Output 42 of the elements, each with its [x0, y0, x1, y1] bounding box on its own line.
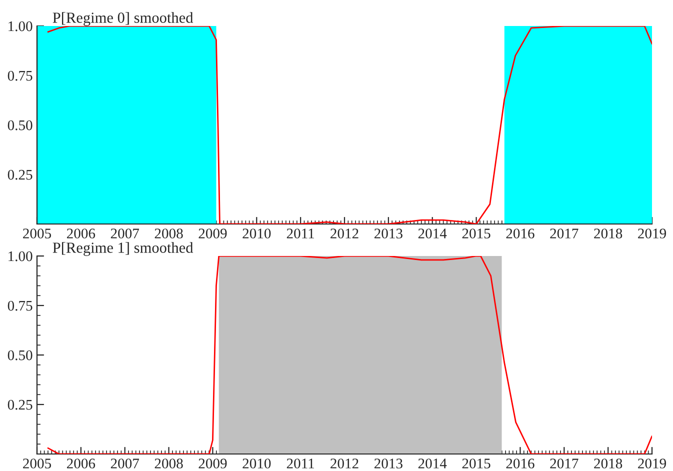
x-tick-label: 2009 — [198, 228, 227, 238]
x-tick-label: 2012 — [330, 228, 358, 238]
x-tick-label: 2010 — [242, 228, 271, 238]
x-tick-label: 2010 — [242, 458, 271, 468]
x-tick-label: 2005 — [23, 458, 52, 468]
x-tick-label: 2008 — [154, 228, 183, 238]
x-tick-label: 2016 — [506, 458, 534, 468]
x-tick-label: 2014 — [418, 458, 447, 468]
x-tick-label: 2014 — [418, 228, 447, 238]
x-tick-label: 2011 — [286, 458, 314, 468]
line-series — [47, 26, 652, 224]
x-tick-label: 2009 — [198, 458, 227, 468]
x-tick-label: 2005 — [23, 228, 52, 238]
x-tick-label: 2012 — [330, 458, 358, 468]
line-series — [47, 256, 652, 454]
y-tick-label: 0.75 — [8, 70, 32, 81]
x-tick-label: 2013 — [374, 458, 402, 468]
chart-title: P[Regime 1] smoothed — [52, 242, 194, 256]
x-tick-label: 2015 — [462, 458, 490, 468]
x-tick-label: 2018 — [594, 458, 622, 468]
x-tick-label: 2007 — [110, 458, 140, 468]
x-tick-label: 2019 — [638, 228, 666, 238]
y-tick-label: 0.25 — [8, 400, 32, 410]
x-tick-label: 2007 — [110, 228, 140, 238]
y-tick-label: 0.50 — [8, 120, 32, 130]
x-tick-label: 2006 — [66, 228, 96, 238]
x-tick-label: 2019 — [638, 458, 666, 468]
x-tick-label: 2017 — [550, 458, 578, 468]
x-tick-label: 2006 — [66, 458, 96, 468]
x-tick-label: 2013 — [374, 228, 402, 238]
x-tick-label: 2015 — [462, 228, 490, 238]
x-tick-label: 2018 — [594, 228, 622, 238]
y-tick-label: 1.00 — [8, 21, 32, 32]
chart-title: P[Regime 0] smoothed — [52, 12, 194, 26]
y-tick-label: 0.50 — [8, 350, 32, 360]
x-tick-label: 2016 — [506, 228, 534, 238]
x-tick-label: 2017 — [550, 228, 578, 238]
y-tick-label: 0.25 — [8, 170, 32, 180]
y-tick-label: 0.75 — [8, 300, 32, 311]
x-tick-label: 2008 — [154, 458, 183, 468]
y-tick-label: 1.00 — [8, 251, 32, 262]
x-tick-label: 2011 — [286, 228, 314, 238]
